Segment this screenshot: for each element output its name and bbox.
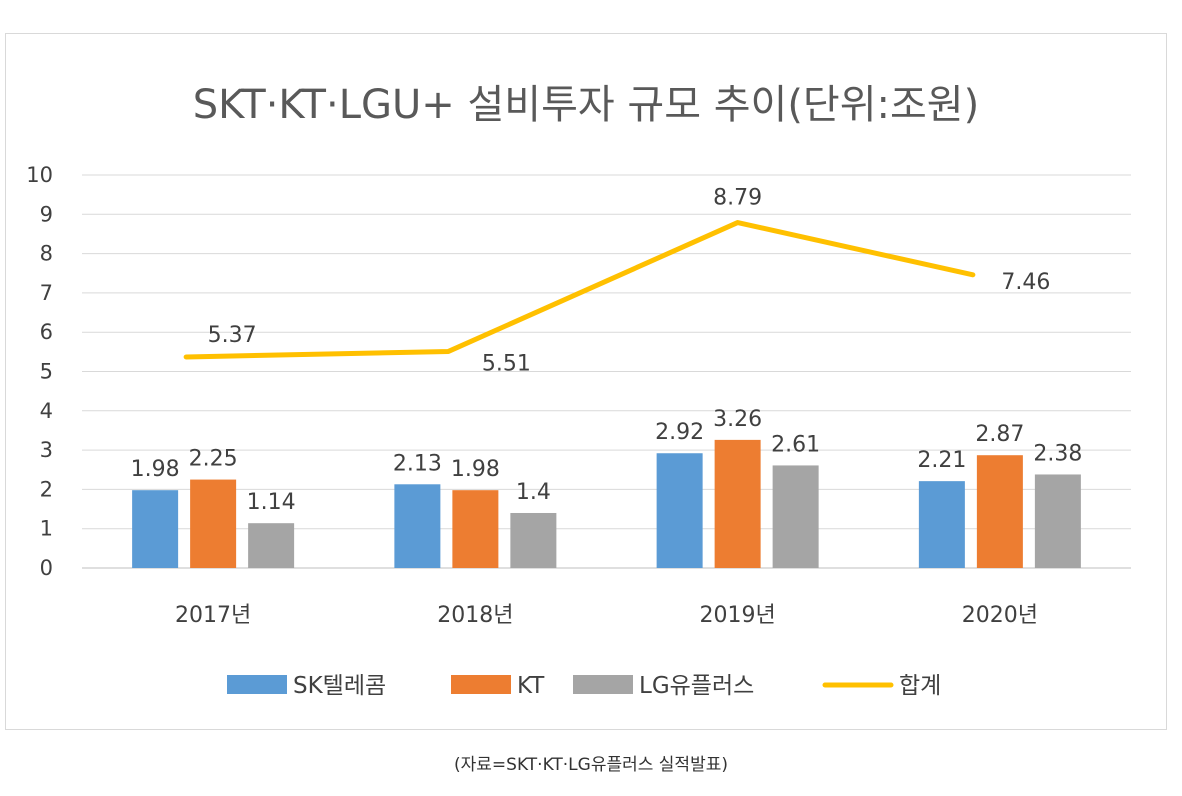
bar — [132, 490, 179, 568]
x-category-label: 2020년 — [962, 603, 1038, 628]
bar-value-label: 2.87 — [975, 422, 1024, 447]
bar-value-label: 3.26 — [713, 407, 762, 432]
bars — [132, 439, 1081, 568]
bar-value-label: 2.25 — [189, 447, 238, 472]
y-tick-label: 7 — [40, 281, 53, 305]
bar-value-label: 2.61 — [771, 432, 820, 457]
legend-swatch — [227, 675, 287, 694]
total-value-label: 8.79 — [713, 186, 762, 211]
bar — [772, 465, 819, 568]
x-category-label: 2017년 — [175, 603, 251, 628]
bar — [394, 484, 441, 568]
legend-label: LG유플러스 — [639, 673, 754, 699]
y-axis-ticks: 0 1 2 3 4 5 6 7 8 9 10 — [26, 163, 53, 580]
total-value-label: 5.37 — [208, 323, 257, 348]
x-category-label: 2019년 — [700, 603, 776, 628]
bar-value-label: 1.4 — [516, 480, 551, 505]
y-tick-label: 10 — [26, 163, 53, 187]
bar-value-label: 2.21 — [917, 448, 966, 473]
total-value-label: 5.51 — [482, 351, 531, 376]
bar-value-label: 2.13 — [393, 451, 442, 476]
y-tick-label: 6 — [40, 320, 53, 344]
y-tick-label: 8 — [40, 242, 53, 266]
x-category-label: 2018년 — [437, 603, 513, 628]
y-tick-label: 1 — [40, 517, 53, 541]
source-caption: (자료=SKT·KT·LG유플러스 실적발표) — [454, 755, 728, 775]
bar — [248, 523, 295, 568]
data-labels: 1.98 2.25 1.14 2.13 1.98 1.4 2.92 3.26 2.61 2.21 2… — [131, 186, 1083, 516]
bar-value-label: 2.92 — [655, 420, 704, 445]
y-tick-label: 9 — [40, 202, 53, 226]
bar-value-label: 2.38 — [1033, 441, 1082, 466]
legend-label: 합계 — [899, 673, 941, 699]
legend: SK텔레콤 KT LG유플러스 합계 — [227, 673, 941, 699]
bar — [656, 453, 703, 568]
legend-swatch — [451, 675, 511, 694]
bar — [714, 439, 761, 568]
bar — [1034, 474, 1081, 568]
bar — [976, 455, 1023, 568]
bar — [510, 512, 557, 568]
total-value-label: 7.46 — [1001, 270, 1050, 295]
bar — [452, 490, 499, 568]
chart-title: SKT·KT·LGU+ 설비투자 규모 추이(단위:조원) — [193, 82, 979, 128]
bar-value-label: 1.14 — [247, 490, 296, 515]
total-line — [183, 220, 976, 360]
chart-frame — [5, 33, 1167, 730]
y-tick-label: 3 — [40, 438, 53, 462]
bar-value-label: 1.98 — [451, 457, 500, 482]
y-tick-label: 5 — [40, 360, 53, 384]
gridlines — [82, 174, 1131, 569]
total-series-line — [183, 220, 976, 360]
legend-label: KT — [517, 673, 545, 699]
y-tick-label: 2 — [40, 477, 53, 501]
bar — [190, 479, 237, 568]
bar-value-label: 1.98 — [131, 457, 180, 482]
legend-swatch — [573, 675, 633, 694]
x-axis-categories: 2017년 2018년 2019년 2020년 — [175, 603, 1038, 628]
bar — [918, 481, 965, 568]
legend-label: SK텔레콤 — [293, 673, 386, 699]
y-tick-label: 4 — [40, 399, 53, 423]
y-tick-label: 0 — [40, 556, 53, 580]
